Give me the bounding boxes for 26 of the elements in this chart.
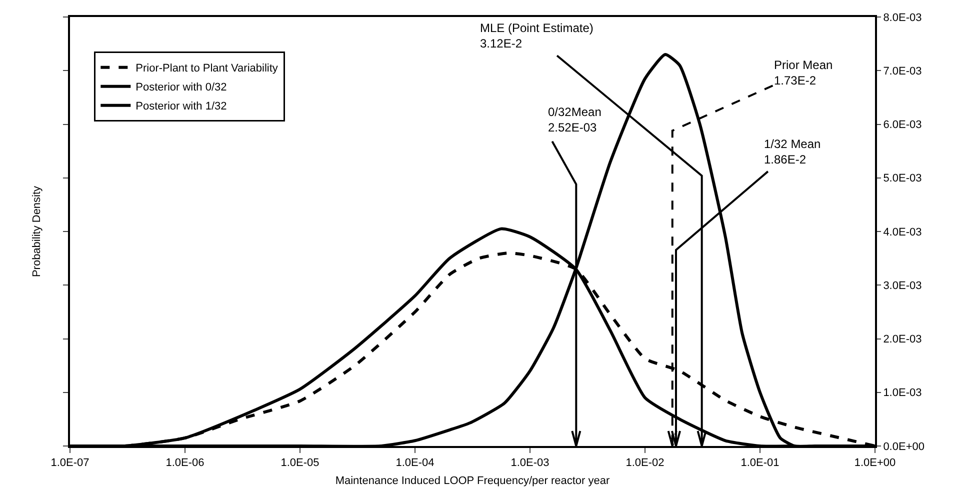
x-tick-label: 1.0E+00	[854, 457, 896, 470]
x-axis-title: Maintenance Induced LOOP Frequency/per reactor year	[335, 474, 610, 487]
x-tick-label: 1.0E-05	[280, 457, 320, 470]
y-tick-label: 1.0E-03	[883, 387, 922, 400]
ref-line-label: Prior Mean 1.73E-2	[774, 58, 833, 88]
y-tick-label: 2.0E-03	[883, 334, 922, 346]
x-tick-label: 1.0E-07	[50, 457, 90, 470]
x-tick-label: 1.0E-06	[166, 457, 204, 470]
ref-line-label: 1/32 Mean 1.86E-2	[764, 137, 821, 167]
y-tick-label: 8.0E-03	[883, 12, 922, 24]
y-tick-label: 6.0E-03	[883, 119, 922, 132]
x-tick-label: 1.0E-03	[510, 457, 550, 470]
legend-label: Posterior with 0/32	[136, 82, 227, 94]
ref-line-label: 0/32Mean 2.52E-03	[548, 105, 602, 135]
legend-label: Posterior with 1/32	[136, 100, 227, 113]
ref-line-label: MLE (Point Estimate) 3.12E-2	[480, 21, 594, 51]
x-tick-label: 1.0E-04	[396, 457, 434, 470]
y-tick-label: 3.0E-03	[883, 280, 922, 292]
x-tick-label: 1.0E-02	[626, 457, 664, 470]
y-axis-title: Probability Density	[31, 185, 44, 278]
y-tick-label: 5.0E-03	[883, 172, 922, 185]
y-tick-label: 4.0E-03	[883, 226, 922, 238]
y-tick-label: 0.0E+00	[883, 440, 924, 453]
y-tick-label: 7.0E-03	[883, 65, 922, 78]
legend-label: Prior-Plant to Plant Variability	[136, 62, 278, 75]
x-tick-label: 1.0E-01	[740, 457, 780, 470]
